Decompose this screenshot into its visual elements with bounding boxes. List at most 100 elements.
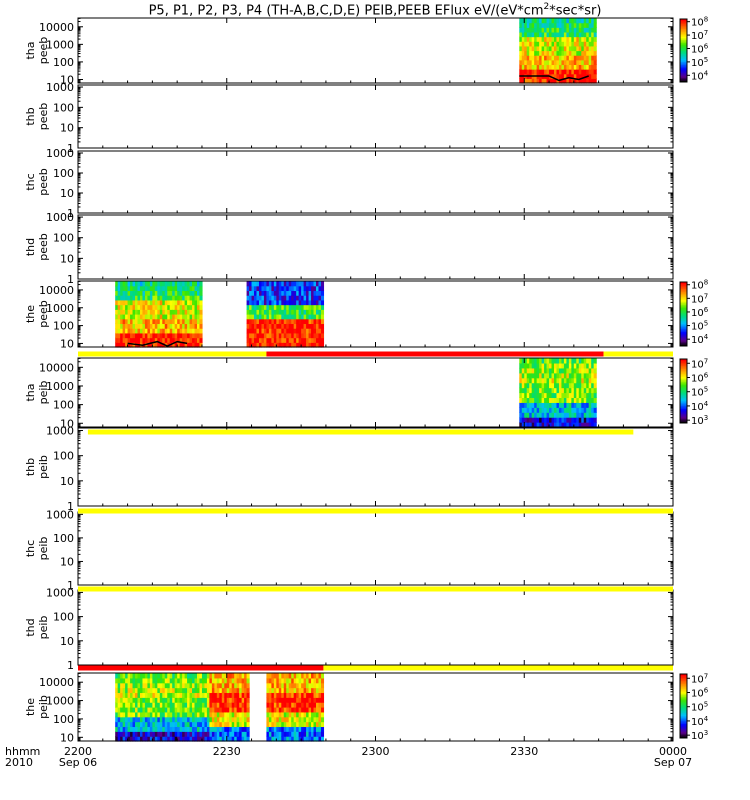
spectrogram-cell	[122, 304, 126, 310]
spectrogram-cell	[549, 36, 553, 42]
spectrogram-cell	[308, 726, 312, 732]
spectrogram-cell	[281, 342, 285, 348]
spectrogram-cell	[144, 716, 149, 723]
spectrogram-cell	[167, 687, 171, 694]
spectrogram-cell	[192, 682, 196, 689]
spectrogram-cell	[192, 304, 196, 310]
spectrogram-cell	[276, 677, 280, 684]
spectrogram-cell	[229, 736, 233, 742]
spectrogram-cell	[563, 41, 567, 47]
spectrogram-cell	[167, 711, 171, 718]
spectrogram-cell	[197, 309, 201, 315]
spectrogram-cell	[219, 736, 223, 742]
spectrogram-cell	[115, 337, 119, 343]
spectrogram-cell	[529, 372, 533, 379]
spectrogram-cell	[125, 682, 129, 689]
spectrogram-cell	[167, 314, 171, 320]
spectrogram-cell	[573, 387, 577, 394]
spectrogram-cell	[273, 332, 277, 339]
y-tick-label: 100	[53, 320, 74, 333]
spectrogram-cell	[187, 721, 191, 728]
panel-product-label: peeb	[37, 103, 50, 131]
spectrogram-cell	[139, 716, 144, 723]
spectrogram-cell	[154, 673, 158, 679]
spectrogram-cell	[184, 309, 188, 315]
spectrogram-cell	[581, 392, 585, 399]
spectrogram-cell	[519, 367, 523, 374]
spectrogram-cell	[174, 304, 178, 310]
spectrogram-cell	[157, 721, 161, 728]
spectrogram-cell	[206, 682, 210, 689]
spectrogram-cell	[534, 18, 538, 24]
spectrogram-cell	[125, 318, 129, 325]
spectrogram-cell	[201, 697, 206, 703]
spectrogram-cell	[554, 362, 558, 369]
spectrogram-cell	[154, 736, 158, 742]
spectrogram-cell	[115, 736, 119, 742]
panel-probe-label: thc	[24, 540, 37, 557]
spectrogram-cell	[311, 290, 315, 296]
spectrogram-cell	[573, 31, 577, 38]
spectrogram-cell	[216, 702, 220, 708]
spectrogram-cell	[586, 18, 590, 24]
spectrogram-cell	[179, 731, 183, 737]
spectrogram-cell	[162, 682, 166, 689]
spectrogram-cell	[261, 281, 265, 287]
spectrogram-cell	[316, 721, 320, 728]
colorbar-cell	[680, 387, 687, 390]
spectrogram-cell	[578, 59, 582, 66]
spectrogram-cell	[127, 677, 131, 684]
spectrogram-cell	[120, 342, 124, 348]
spectrogram-cell	[187, 726, 191, 732]
spectrogram-cell	[303, 731, 307, 737]
spectrogram-cell	[164, 677, 168, 684]
spectrogram-cell	[152, 328, 156, 334]
spectrogram-cell	[563, 412, 567, 418]
spectrogram-cell	[154, 677, 158, 684]
spectrogram-cell	[169, 731, 173, 737]
spectrogram-cell	[278, 716, 282, 723]
spectrogram-cell	[539, 372, 543, 379]
spectrogram-cell	[563, 69, 567, 75]
spectrogram-cell	[130, 295, 134, 301]
spectrogram-cell	[231, 682, 235, 689]
mode-bar-segment	[78, 508, 673, 514]
spectrogram-cell	[254, 295, 258, 301]
spectrogram-cell	[132, 290, 136, 296]
spectrogram-cell	[147, 337, 151, 343]
spectrogram-cell	[144, 323, 149, 329]
spectrogram-cell	[137, 736, 141, 742]
spectrogram-cell	[197, 677, 201, 684]
spectrogram-cell	[591, 22, 595, 28]
spectrogram-cell	[184, 711, 188, 718]
spectrogram-segment	[115, 673, 210, 742]
spectrogram-cell	[544, 367, 548, 374]
spectrogram-cell	[263, 295, 268, 301]
spectrogram-cell	[301, 299, 305, 306]
spectrogram-cell	[127, 726, 131, 732]
spectrogram-cell	[122, 318, 126, 325]
spectrogram-cell	[120, 711, 124, 718]
spectrogram-cell	[236, 687, 240, 694]
spectrogram-cell	[581, 372, 585, 379]
spectrogram-cell	[172, 711, 176, 718]
spectrogram-cell	[258, 304, 263, 310]
mode-bar-segment	[78, 586, 673, 592]
spectrogram-cell	[174, 736, 178, 742]
spectrogram-cell	[521, 412, 525, 418]
spectrogram-cell	[268, 299, 272, 306]
spectrogram-cell	[159, 290, 163, 296]
spectrogram-cell	[544, 41, 548, 47]
spectrogram-cell	[130, 677, 134, 684]
spectrogram-cell	[142, 295, 146, 301]
spectrogram-cell	[549, 387, 553, 394]
spectrogram-cell	[226, 726, 230, 732]
spectrogram-cell	[524, 36, 528, 42]
spectrogram-cell	[558, 422, 563, 428]
spectrogram-cell	[251, 328, 255, 334]
spectrogram-cell	[316, 290, 320, 296]
spectrogram-cell	[258, 342, 263, 348]
spectrogram-cell	[286, 726, 290, 732]
spectrogram-cell	[306, 726, 310, 732]
